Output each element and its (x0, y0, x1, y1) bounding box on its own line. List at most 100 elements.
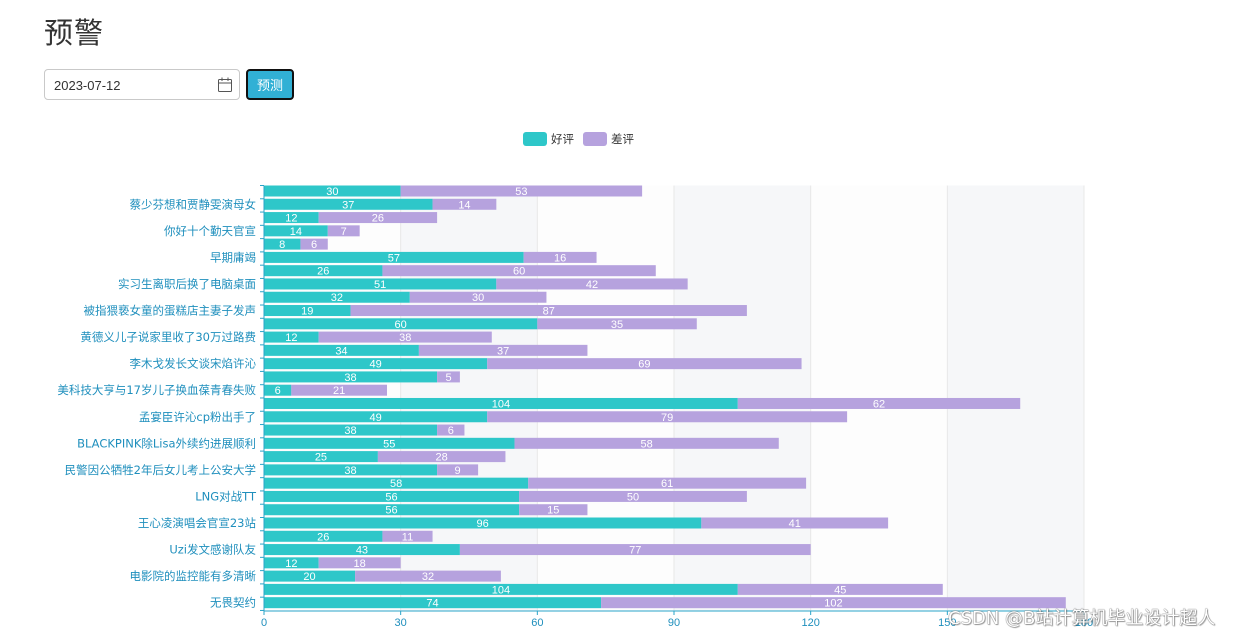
bar-good (264, 305, 351, 317)
bar-bad (437, 424, 465, 436)
calendar-icon[interactable] (218, 77, 232, 92)
data-label-good: 12 (285, 332, 297, 344)
data-label-bad: 9 (455, 465, 461, 477)
y-tick-label: 早期庸竭 (210, 250, 256, 264)
bar-good (264, 397, 738, 409)
bar-bad (300, 238, 328, 250)
bar-good (264, 570, 356, 582)
bar-bad (487, 358, 802, 370)
y-tick-label: 美科技大亨与17岁儿子换血葆青春失败 (57, 383, 256, 397)
x-tick-label: 120 (801, 617, 819, 629)
bar-good (264, 530, 383, 542)
data-label-bad: 41 (789, 518, 801, 530)
data-label-bad: 69 (638, 359, 650, 371)
y-axis: 无畏契约 电影院的监控能有多清晰 Uzi发文感谢队友 王心凌演唱会官宣23站 LNG对战… (57, 185, 265, 611)
bar-bad (437, 464, 479, 476)
y-tick-label: 黄德义儿子说家里收了30万过路费 (80, 330, 256, 344)
data-label-bad: 11 (402, 531, 413, 543)
x-axis: 0 30 60 90 120 150 180 (261, 610, 1093, 629)
data-label-good: 104 (492, 584, 510, 596)
x-tick-label: 30 (395, 617, 407, 629)
data-label-bad: 15 (547, 505, 559, 517)
bar-good (264, 384, 292, 396)
data-label-bad: 35 (611, 319, 623, 331)
data-label-good: 12 (285, 558, 297, 570)
data-label-bad: 79 (661, 412, 673, 424)
y-tick-label: 李木戈发长文谈宋焰许沁 (130, 357, 257, 371)
bar-bad (496, 278, 688, 290)
data-label-good: 20 (303, 571, 315, 583)
data-label-bad: 60 (513, 266, 525, 278)
y-tick-label: 你好十个勤天官宣 (164, 224, 256, 238)
data-label-good: 37 (342, 199, 354, 211)
bar-good (264, 225, 328, 237)
x-tick-label: 90 (668, 617, 680, 629)
data-label-bad: 37 (497, 345, 509, 357)
bar-bad (737, 397, 1021, 409)
legend-swatch-good (523, 132, 547, 146)
data-label-good: 57 (388, 252, 400, 264)
bar-good (264, 318, 538, 330)
bar-bad (377, 451, 506, 463)
bar-good (264, 185, 401, 197)
data-label-good: 32 (331, 292, 343, 304)
data-label-bad: 42 (586, 279, 598, 291)
legend: 好评 差评 (523, 132, 634, 146)
data-label-bad: 61 (661, 478, 673, 490)
bar-good (264, 358, 488, 370)
data-label-bad: 62 (873, 398, 885, 410)
data-label-bad: 5 (445, 372, 451, 384)
bar-bad (537, 318, 697, 330)
bar-bad (701, 517, 889, 529)
bar-bad (400, 185, 643, 197)
y-tick-label: Uzi发文感谢队友 (169, 543, 256, 557)
y-tick-label: LNG对战TT (195, 489, 257, 503)
bar-good (264, 557, 319, 569)
bar-good (264, 464, 438, 476)
data-label-good: 49 (369, 412, 381, 424)
bar-good (264, 212, 319, 224)
bar-bad (519, 504, 588, 516)
bar-bad (350, 305, 747, 317)
data-label-bad: 21 (333, 385, 345, 397)
data-label-bad: 7 (341, 226, 347, 238)
bar-bad (291, 384, 387, 396)
data-label-good: 38 (344, 425, 356, 437)
bar-bad (418, 344, 588, 356)
data-label-good: 12 (285, 213, 297, 225)
date-picker[interactable] (44, 69, 240, 100)
data-label-bad: 77 (629, 545, 641, 557)
bar-good (264, 411, 488, 423)
data-label-good: 55 (383, 438, 395, 450)
data-label-good: 49 (369, 359, 381, 371)
data-label-good: 104 (492, 398, 510, 410)
bar-good (264, 517, 702, 529)
bar-bad (409, 291, 547, 303)
data-label-bad: 26 (372, 213, 384, 225)
legend-label-good: 好评 (551, 132, 574, 146)
data-label-bad: 38 (399, 332, 411, 344)
y-tick-label: 民警因公牺牲2年后女儿考上公安大学 (65, 463, 256, 477)
bar-bad (519, 490, 747, 502)
data-label-good: 19 (301, 306, 313, 318)
bar-good (264, 597, 602, 609)
data-label-bad: 87 (543, 306, 555, 318)
data-label-good: 38 (344, 372, 356, 384)
data-label-good: 51 (374, 279, 386, 291)
date-input[interactable] (54, 76, 204, 94)
watermark: CSDN @B站计算机毕业设计超人 (948, 608, 1216, 629)
bars (264, 185, 1066, 609)
bar-bad (318, 557, 401, 569)
data-label-bad: 32 (422, 571, 434, 583)
predict-button[interactable]: 预测 (246, 69, 294, 100)
data-label-bad: 6 (311, 239, 317, 251)
y-tick-label: 无畏契约 (210, 596, 256, 610)
bar-bad (382, 265, 656, 277)
bar-bad (737, 583, 943, 595)
bar-good (264, 544, 460, 556)
x-tick-label: 180 (1075, 617, 1093, 629)
y-tick-label: 电影院的监控能有多清晰 (130, 569, 257, 583)
y-tick-label: 实习生离职后换了电脑桌面 (118, 277, 256, 291)
bar-good (264, 251, 524, 263)
